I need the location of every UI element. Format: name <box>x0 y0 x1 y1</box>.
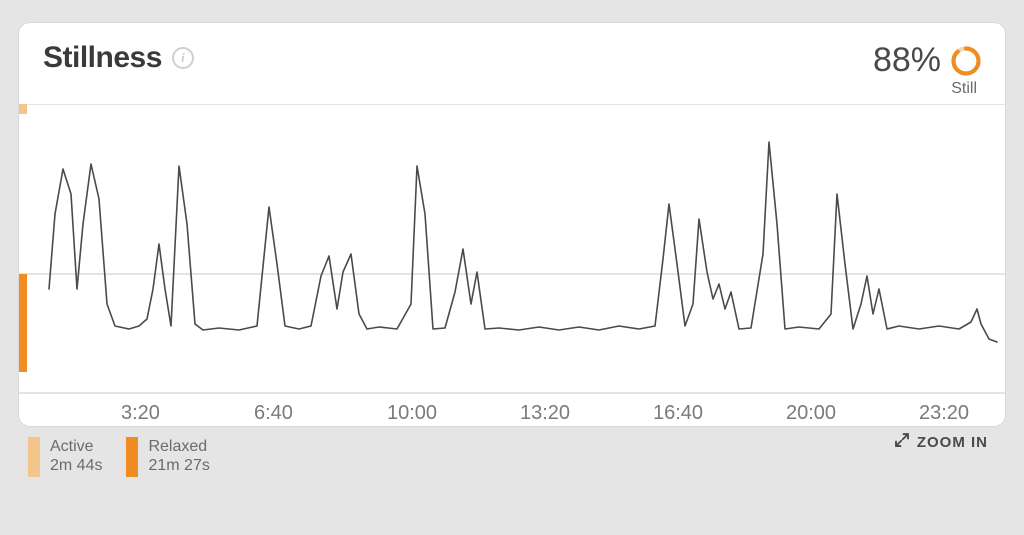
stillness-chart <box>19 104 1005 394</box>
zoom-in-button[interactable]: ZOOM IN <box>893 431 988 454</box>
legend-label: Relaxed <box>148 437 209 456</box>
donut-icon <box>951 46 981 76</box>
legend-value: 21m 27s <box>148 456 209 475</box>
x-tick-label: 23:20 <box>919 402 969 425</box>
x-tick-label: 16:40 <box>653 402 703 425</box>
x-tick-label: 20:00 <box>786 402 836 425</box>
metric-label: Still <box>873 80 981 98</box>
legend-swatch <box>28 437 40 477</box>
chart-area: 3:20 6:40 10:00 13:20 16:40 20:00 23:20 <box>19 104 1005 426</box>
card-footer: Active2m 44s Relaxed21m 27s ZOOM IN <box>18 427 1006 477</box>
legend-value: 2m 44s <box>50 456 102 475</box>
card-title: Stillness <box>43 41 162 75</box>
legend-swatch <box>126 437 138 477</box>
metric-value: 88% <box>873 41 941 80</box>
x-tick-label: 3:20 <box>121 402 160 425</box>
legend-item: Relaxed21m 27s <box>126 437 209 477</box>
x-tick-label: 13:20 <box>520 402 570 425</box>
card-header: Stillness i 88% Still <box>19 23 1005 104</box>
x-tick-label: 6:40 <box>254 402 293 425</box>
x-axis-labels: 3:20 6:40 10:00 13:20 16:40 20:00 23:20 <box>19 394 1005 426</box>
metric-wrap: 88% Still <box>873 41 981 98</box>
x-tick-label: 10:00 <box>387 402 437 425</box>
title-wrap: Stillness i <box>43 41 194 75</box>
info-icon[interactable]: i <box>172 47 194 69</box>
expand-icon <box>893 431 911 454</box>
legend: Active2m 44s Relaxed21m 27s <box>28 437 210 477</box>
stillness-card: Stillness i 88% Still 3:20 6:40 10:00 13:20… <box>18 22 1006 427</box>
legend-item: Active2m 44s <box>28 437 102 477</box>
zoom-label: ZOOM IN <box>917 434 988 451</box>
legend-label: Active <box>50 437 102 456</box>
metric-row: 88% <box>873 41 981 80</box>
